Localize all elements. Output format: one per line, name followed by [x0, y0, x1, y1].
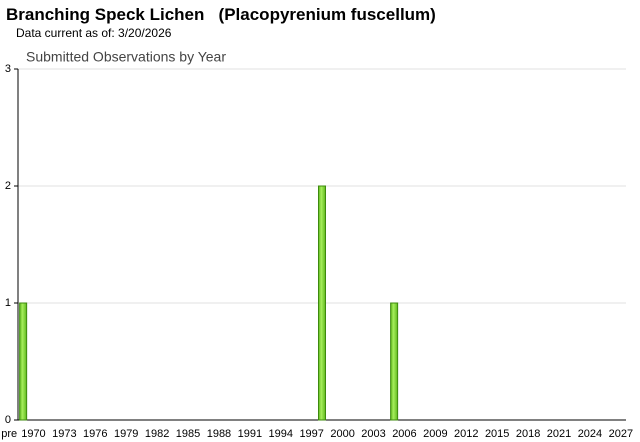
x-tick-label: 1982 — [145, 428, 169, 440]
x-tick-label: 2003 — [361, 428, 385, 440]
x-tick-label: 1991 — [238, 428, 262, 440]
x-tick-label: 1973 — [52, 428, 76, 440]
x-tick-label: pre — [1, 428, 17, 440]
x-tick-label: 1970 — [21, 428, 45, 440]
x-tick-label: 1976 — [83, 428, 107, 440]
x-tick-label: 1979 — [114, 428, 138, 440]
x-tick-label: 2006 — [392, 428, 416, 440]
x-tick-label: 2015 — [485, 428, 509, 440]
x-tick-label: 2027 — [609, 428, 633, 440]
x-tick-label: 1997 — [299, 428, 323, 440]
subtitle: Data current as of: 3/20/2026 — [16, 26, 172, 40]
page-title: Branching Speck Lichen (Placopyrenium fu… — [6, 5, 436, 24]
x-tick-label: 2000 — [330, 428, 354, 440]
x-tick-label: 2009 — [423, 428, 447, 440]
y-tick-label: 2 — [5, 180, 11, 192]
y-tick-label: 1 — [5, 297, 11, 309]
chart-title: Submitted Observations by Year — [26, 49, 226, 65]
y-tick-label: 3 — [5, 63, 11, 75]
bar — [318, 185, 326, 421]
x-tick-label: 2018 — [516, 428, 540, 440]
y-tick-label: 0 — [5, 414, 11, 426]
bar — [390, 302, 399, 421]
x-tick-label: 1985 — [176, 428, 200, 440]
x-tick-label: 2012 — [454, 428, 478, 440]
x-tick-label: 2024 — [578, 428, 602, 440]
bar — [19, 302, 28, 421]
x-tick-label: 1988 — [207, 428, 231, 440]
x-tick-label: 2021 — [547, 428, 571, 440]
x-tick-label: 1994 — [269, 428, 293, 440]
